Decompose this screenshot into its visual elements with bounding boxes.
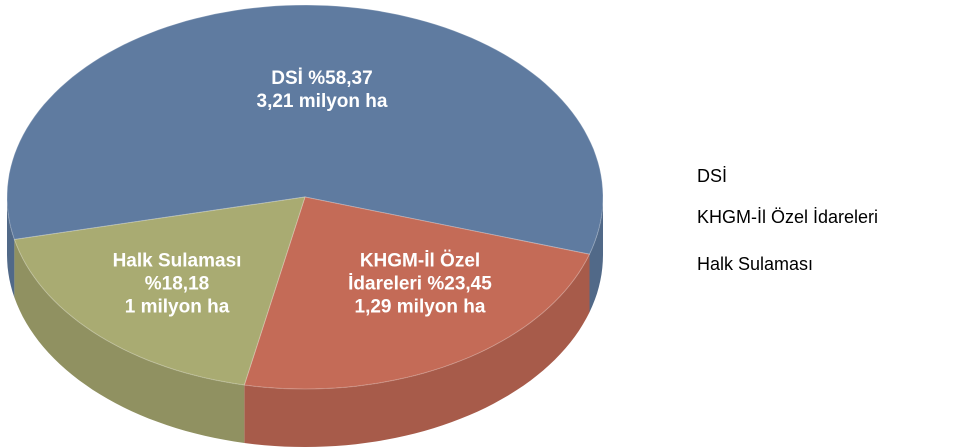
label-line: 3,21 milyon ha xyxy=(162,90,482,113)
legend-entry: DSİ xyxy=(697,166,727,187)
label-category: DSİ xyxy=(271,68,303,89)
label-area: 1 milyon ha xyxy=(124,296,230,318)
data-label: Halk Sulaması %18,18 1 milyon ha xyxy=(97,250,257,319)
legend-label: KHGM-İl Özel İdareleri xyxy=(697,207,879,227)
label-value: %23,45 xyxy=(427,273,492,295)
label-value: %18,18 xyxy=(144,273,210,295)
slice xyxy=(13,196,306,386)
slice xyxy=(243,196,591,390)
slice-side xyxy=(7,197,15,298)
label-category: KHGM-İl Özel İdareleri xyxy=(348,250,481,295)
label-line: 1,29 milyon ha xyxy=(328,296,513,319)
label-value: %58,37 xyxy=(308,68,373,89)
label-line: Halk Sulaması %18,18 xyxy=(97,250,257,296)
label-area: 1,29 milyon ha xyxy=(354,296,486,318)
data-label: DSİ %58,37 3,21 milyon ha xyxy=(162,67,482,113)
label-category: Halk Sulaması xyxy=(112,250,242,272)
label-area: 3,21 milyon ha xyxy=(256,91,388,112)
label-line: DSİ %58,37 xyxy=(162,67,482,90)
legend-entry: Halk Sulaması xyxy=(697,254,813,275)
label-line: KHGM-İl Özel İdareleri %23,45 xyxy=(328,250,513,296)
slice-side xyxy=(14,239,245,443)
slice-side xyxy=(244,254,590,447)
legend-label: Halk Sulaması xyxy=(697,254,814,274)
legend-entry: KHGM-İl Özel İdareleri xyxy=(697,207,878,228)
slice xyxy=(6,4,604,255)
legend-label: DSİ xyxy=(697,166,728,186)
slice-side xyxy=(589,197,603,313)
label-line: 1 milyon ha xyxy=(97,296,257,319)
data-label: KHGM-İl Özel İdareleri %23,45 1,29 milyon… xyxy=(328,250,513,319)
